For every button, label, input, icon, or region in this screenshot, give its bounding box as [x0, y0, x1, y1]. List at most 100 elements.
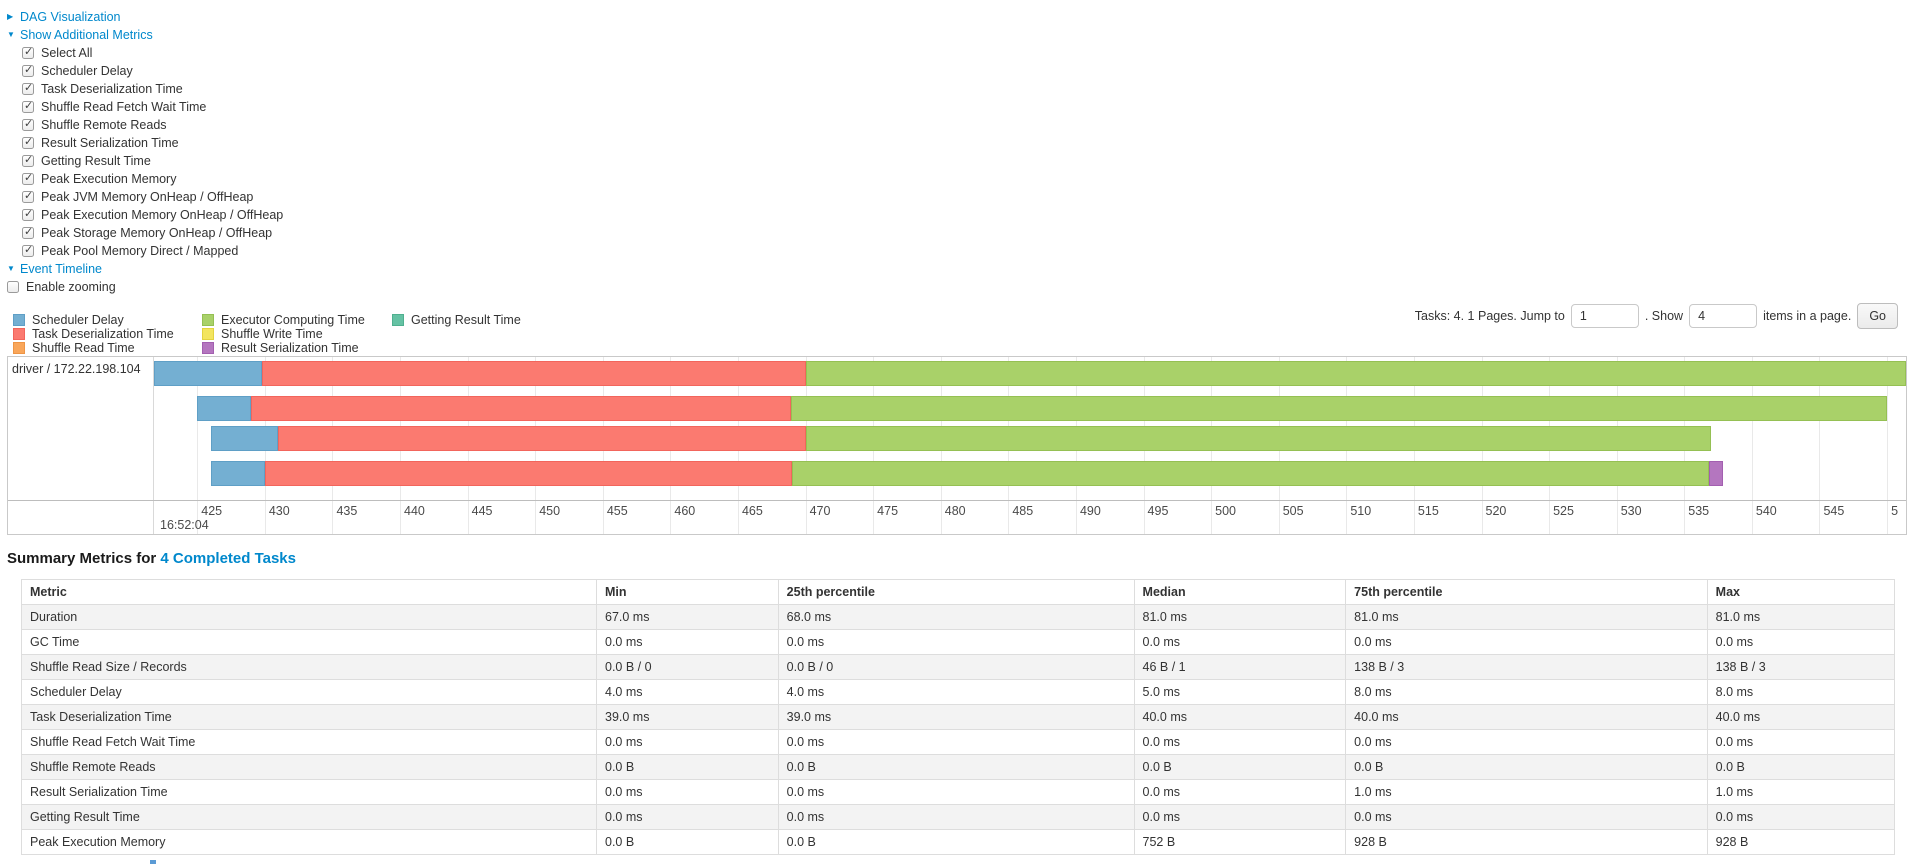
table-cell: 928 B [1345, 829, 1708, 855]
expanded-arrow-icon: ▼ [7, 264, 15, 273]
checkbox-icon[interactable] [22, 99, 34, 113]
metric-checkbox-row[interactable]: Peak Execution Memory [22, 170, 1907, 188]
pagination-show-label: . Show [1644, 309, 1684, 323]
show-additional-metrics-label[interactable]: Show Additional Metrics [20, 28, 153, 42]
timeline-bar-segment-executor_computing_time[interactable] [792, 461, 1709, 486]
checkbox-icon[interactable] [22, 171, 34, 185]
table-cell: 81.0 ms [1345, 604, 1708, 630]
table-cell: 138 B / 3 [1345, 654, 1708, 680]
enable-zooming-label: Enable zooming [26, 280, 116, 294]
metrics-checkbox-list: Select All Scheduler Delay Task Deserializ… [7, 44, 1907, 260]
legend-column: Getting Result Time [392, 314, 521, 354]
metric-checkbox-row[interactable]: Shuffle Read Fetch Wait Time [22, 98, 1907, 116]
table-cell: 0.0 ms [1345, 629, 1708, 655]
table-cell: 67.0 ms [596, 604, 779, 630]
result_serialization_time-swatch-icon [202, 342, 214, 354]
metric-checkbox-row[interactable]: Select All [22, 44, 1907, 62]
jump-to-page-input[interactable] [1570, 304, 1639, 328]
checkbox-icon[interactable] [22, 153, 34, 167]
event-timeline-label[interactable]: Event Timeline [20, 262, 102, 276]
table-cell: 0.0 B [596, 754, 779, 780]
axis-tick-label: 445 [471, 504, 493, 518]
event-timeline-chart: driver / 172.22.198.104 425 430 435 440 445 4… [7, 356, 1907, 535]
metric-checkbox-row[interactable]: Peak Storage Memory OnHeap / OffHeap [22, 224, 1907, 242]
metric-checkbox-row[interactable]: Shuffle Remote Reads [22, 116, 1907, 134]
table-cell: 40.0 ms [1133, 704, 1347, 730]
table-cell: 0.0 ms [1706, 729, 1896, 755]
axis-tick-label: 430 [268, 504, 290, 518]
metric-checkbox-label: Task Deserialization Time [41, 82, 183, 96]
table-cell: Result Serialization Time [21, 779, 597, 805]
timeline-bar-segment-scheduler_delay[interactable] [210, 426, 279, 451]
table-row: Shuffle Remote Reads 0.0 B 0.0 B 0.0 B 0.0 B… [21, 754, 1896, 780]
timeline-bar-segment-executor_computing_time[interactable] [805, 361, 1906, 386]
table-cell: Scheduler Delay [21, 679, 597, 705]
checkbox-icon[interactable] [22, 135, 34, 149]
timeline-bar-segment-scheduler_delay[interactable] [210, 461, 265, 486]
enable-zooming-row[interactable]: Enable zooming [7, 279, 1907, 295]
table-cell: 0.0 ms [596, 804, 779, 830]
timeline-bar-segment-task_deserialization_time[interactable] [278, 426, 806, 451]
table-row: Shuffle Read Fetch Wait Time 0.0 ms 0.0 ms… [21, 729, 1896, 755]
metric-checkbox-row[interactable]: Scheduler Delay [22, 62, 1907, 80]
dag-visualization-label[interactable]: DAG Visualization [20, 10, 121, 24]
metric-checkbox-row[interactable]: Task Deserialization Time [22, 80, 1907, 98]
table-cell: 68.0 ms [777, 604, 1135, 630]
scheduler_delay-swatch-icon [13, 314, 25, 326]
table-cell: 1.0 ms [1345, 779, 1708, 805]
checkbox-icon[interactable] [22, 81, 34, 95]
table-row: Getting Result Time 0.0 ms 0.0 ms 0.0 ms 0.0… [21, 804, 1896, 830]
axis-tick-label: 510 [1350, 504, 1372, 518]
table-cell: Shuffle Read Fetch Wait Time [21, 729, 597, 755]
timeline-header: Scheduler Delay Task Deserialization Time… [0, 295, 1907, 356]
go-button[interactable]: Go [1857, 303, 1898, 329]
legend-item-getting_result_time: Getting Result Time [392, 314, 521, 326]
metric-checkbox-row[interactable]: Result Serialization Time [22, 134, 1907, 152]
timeline-bar-segment-scheduler_delay[interactable] [197, 396, 252, 421]
legend-item-executor_computing_time: Executor Computing Time [202, 314, 392, 326]
timeline-bar-segment-executor_computing_time[interactable] [790, 396, 1888, 421]
shuffle_read_time-swatch-icon [13, 342, 25, 354]
checkbox-icon[interactable] [22, 207, 34, 221]
table-cell: 0.0 ms [1133, 779, 1347, 805]
checkbox-icon[interactable] [22, 63, 34, 77]
legend-label: Task Deserialization Time [32, 327, 174, 341]
show-additional-metrics-toggle[interactable]: ▼ Show Additional Metrics [7, 26, 1907, 44]
legend-item-scheduler_delay: Scheduler Delay [13, 314, 202, 326]
metric-checkbox-label: Scheduler Delay [41, 64, 133, 78]
checkbox-icon[interactable] [22, 243, 34, 257]
legend-label: Executor Computing Time [221, 313, 365, 327]
dag-visualization-toggle[interactable]: ▶ DAG Visualization [7, 8, 1907, 26]
timeline-gridline [1751, 357, 1753, 534]
table-cell: 4.0 ms [777, 679, 1135, 705]
metric-checkbox-row[interactable]: Peak Execution Memory OnHeap / OffHeap [22, 206, 1907, 224]
table-cell: 0.0 ms [596, 779, 779, 805]
checkbox-icon[interactable] [22, 189, 34, 203]
checkbox-icon[interactable] [22, 117, 34, 131]
completed-tasks-link[interactable]: 4 Completed Tasks [160, 550, 296, 567]
timeline-bar-segment-executor_computing_time[interactable] [805, 426, 1712, 451]
page-size-input[interactable] [1689, 304, 1758, 328]
checkbox-icon[interactable] [22, 45, 34, 59]
metric-checkbox-row[interactable]: Peak JVM Memory OnHeap / OffHeap [22, 188, 1907, 206]
table-cell: 0.0 ms [1345, 729, 1708, 755]
timeline-bar-segment-task_deserialization_time[interactable] [264, 461, 793, 486]
table-cell: 0.0 B [596, 829, 779, 855]
table-cell: 81.0 ms [1706, 604, 1896, 630]
timeline-bar-segment-scheduler_delay[interactable] [154, 361, 263, 386]
timeline-legend: Scheduler Delay Task Deserialization Time… [13, 314, 521, 354]
table-cell: 0.0 B [1345, 754, 1708, 780]
timeline-bar-segment-result_serialization_time[interactable] [1708, 461, 1724, 486]
axis-tick-label: 475 [877, 504, 899, 518]
table-row: Duration 67.0 ms 68.0 ms 81.0 ms 81.0 ms 81.0… [21, 604, 1896, 630]
axis-tick-label: 485 [1012, 504, 1034, 518]
metric-checkbox-label: Shuffle Read Fetch Wait Time [41, 100, 207, 114]
checkbox-icon[interactable] [22, 225, 34, 239]
checkbox-icon[interactable] [7, 281, 19, 293]
table-cell: 0.0 ms [777, 804, 1135, 830]
timeline-bar-segment-task_deserialization_time[interactable] [262, 361, 806, 386]
metric-checkbox-row[interactable]: Getting Result Time [22, 152, 1907, 170]
timeline-bar-segment-task_deserialization_time[interactable] [251, 396, 791, 421]
metric-checkbox-row[interactable]: Peak Pool Memory Direct / Mapped [22, 242, 1907, 260]
event-timeline-toggle[interactable]: ▼ Event Timeline [7, 260, 1907, 278]
